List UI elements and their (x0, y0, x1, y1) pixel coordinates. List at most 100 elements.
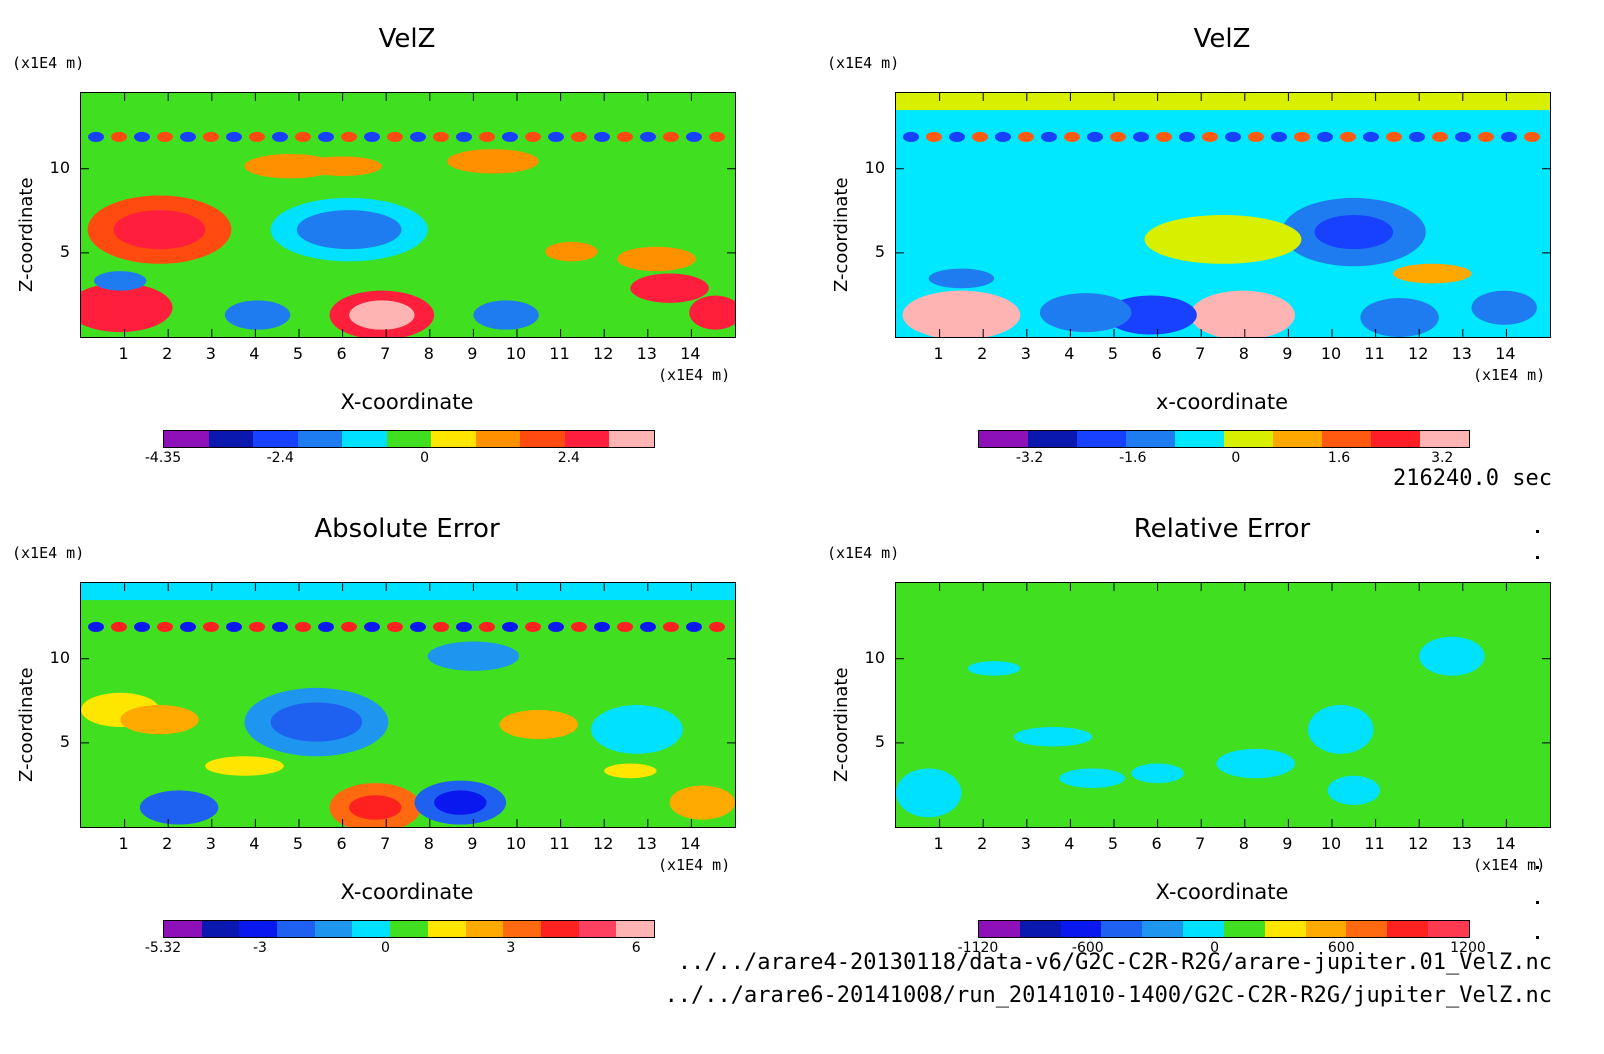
colorbar-tick-label: 1.6 (1327, 450, 1351, 466)
colorbar (978, 430, 1470, 448)
x-unit-label: (x1E4 m) (1473, 856, 1546, 874)
wave-cell (226, 621, 242, 632)
colorbar-swatch (1371, 431, 1420, 447)
colorbar-swatch (1223, 921, 1265, 937)
contour-region (1314, 215, 1394, 250)
wave-cell (1018, 131, 1034, 142)
wave-cell (1363, 131, 1379, 142)
contour-region (447, 149, 539, 174)
wave-cell (387, 621, 403, 632)
x-unit-label: (x1E4 m) (658, 856, 731, 874)
colorbar-swatch (352, 921, 391, 937)
wave-cell (1294, 131, 1310, 142)
x-tick-label: 12 (593, 344, 614, 363)
wave-cell (157, 131, 173, 142)
contour-region (205, 756, 284, 776)
contour-region (896, 768, 962, 818)
contour-region (94, 271, 147, 291)
wave-cell (203, 131, 219, 142)
colorbar-swatch (390, 921, 428, 937)
contour-region (427, 641, 520, 671)
y-axis-label: Z-coordinate (831, 177, 852, 292)
x-tick-label: 1 (118, 344, 129, 363)
wave-cell (686, 621, 702, 632)
upper-band (896, 93, 1550, 111)
colorbar-swatch (1273, 431, 1322, 447)
y-tick-label: 10 (864, 647, 885, 667)
wave-cell (594, 131, 610, 142)
wave-cell (571, 131, 587, 142)
x-tick-label: 13 (1451, 344, 1472, 363)
wave-cell (1156, 131, 1172, 142)
x-tick-label: 8 (423, 834, 434, 853)
contour-region (1471, 290, 1537, 325)
x-tick-label: 4 (249, 834, 260, 853)
wave-cell (1432, 131, 1448, 142)
colorbar-swatch (386, 431, 432, 447)
colorbar-swatch (164, 431, 209, 447)
colorbar-swatch (1028, 431, 1077, 447)
contour-region (669, 785, 735, 820)
contour-region (545, 241, 598, 262)
y-tick-label: 5 (874, 241, 885, 261)
heatmap-plot (80, 582, 736, 828)
wave-cell (111, 621, 127, 632)
colorbar-tick-label: -5.32 (144, 940, 182, 956)
wave-cell (548, 621, 564, 632)
colorbar-swatch (609, 431, 655, 447)
wave-cell (295, 621, 311, 632)
y-tick-label: 10 (49, 157, 70, 177)
colorbar-tick-label: 600 (1327, 940, 1355, 956)
wave-cell (272, 131, 288, 142)
contour-region (434, 790, 487, 815)
wave-cell (341, 131, 357, 142)
colorbar-swatch (1387, 921, 1429, 937)
colorbar-swatch (342, 431, 387, 447)
colorbar-swatch (1305, 921, 1347, 937)
x-axis-label: X-coordinate (340, 390, 474, 414)
wave-cell (502, 131, 518, 142)
x-tick-label: 7 (380, 344, 391, 363)
wave-cell (640, 621, 656, 632)
panel-title: Relative Error (1133, 514, 1311, 544)
contour-region (928, 300, 995, 330)
colorbar-tick-label: 3 (506, 940, 516, 956)
wave-cell (1179, 131, 1195, 142)
colorbar-swatch (201, 921, 240, 937)
x-tick-label: 6 (336, 834, 347, 853)
colorbar (163, 920, 655, 938)
colorbar-swatch (1019, 921, 1061, 937)
wave-cell (433, 131, 449, 142)
x-tick-label: 6 (336, 344, 347, 363)
wave-cell (410, 131, 426, 142)
x-tick-label: 4 (1064, 834, 1075, 853)
wave-cell (479, 621, 495, 632)
wave-cell (88, 131, 104, 142)
decor-dot (1536, 530, 1539, 533)
y-tick-label: 5 (874, 731, 885, 751)
contour-region (1393, 263, 1472, 284)
x-tick-label: 11 (549, 834, 570, 853)
x-tick-label: 1 (118, 834, 129, 853)
wave-cell (456, 621, 472, 632)
wave-cell (949, 131, 965, 142)
x-tick-label: 7 (1195, 834, 1206, 853)
x-unit-label: (x1E4 m) (658, 366, 731, 384)
x-tick-label: 2 (977, 344, 988, 363)
wave-cell (1271, 131, 1287, 142)
x-tick-label: 8 (423, 344, 434, 363)
x-tick-label: 11 (549, 344, 570, 363)
file-path-2: ../../arare6-20141008/run_20141010-1400/… (664, 983, 1552, 1008)
x-tick-label: 11 (1364, 834, 1385, 853)
colorbar-swatch (616, 921, 654, 937)
colorbar-swatch (520, 431, 565, 447)
contour-region (349, 300, 415, 330)
x-tick-label: 3 (205, 344, 216, 363)
wave-cell (134, 621, 150, 632)
colorbar-swatch (1077, 431, 1126, 447)
wave-cell (1340, 131, 1356, 142)
decor-dot (1536, 556, 1539, 559)
x-tick-label: 12 (593, 834, 614, 853)
wave-cell (1386, 131, 1402, 142)
wave-cell (456, 131, 472, 142)
